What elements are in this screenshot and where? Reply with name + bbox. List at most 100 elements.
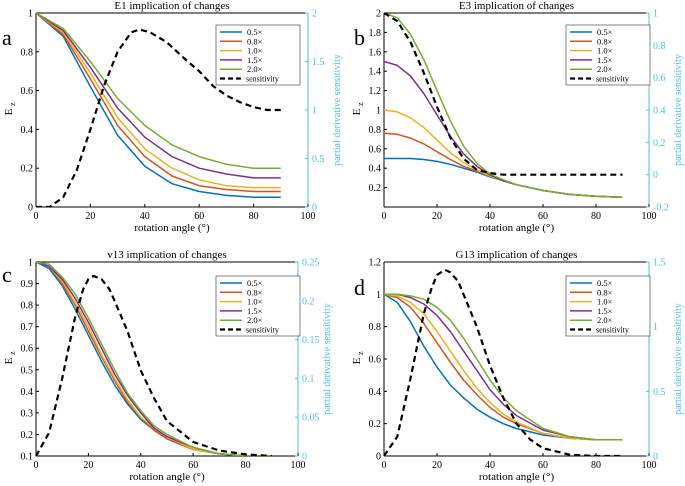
x-axis-label: rotation angle (°) [134,222,210,234]
y-axis-label: Ez [3,102,17,115]
y-axis-label-sub: z [356,351,365,355]
sensitivity-line [36,274,272,456]
x-tick-label: 80 [241,460,251,471]
y-tick-label: 0 [376,452,381,463]
y2-tick-label: 0 [312,203,317,214]
panel-c: 0 20 40 60 80 100 0.1 0.2 0.3 0.4 0.5 0.6 0.7 0.8 0.9 1… [2,249,333,483]
y-tick-label: 0.2 [369,183,382,194]
x-tick-label: 60 [194,211,204,222]
y-tick-label: 0.8 [21,301,34,312]
y-axis-label-main: E [3,357,15,364]
y-axis-label-sub: z [356,102,365,106]
legend: 0.5×0.8×1.0×1.5×2.0×sensitivity [565,275,651,337]
x-tick-label: 80 [591,211,601,222]
x-axis-label: rotation angle (°) [479,222,555,234]
legend-label-4: 1.5× [597,306,613,316]
y-axis-label-main: E [3,108,15,115]
x-tick-label: 80 [249,211,259,222]
panel-b: 0 20 40 60 80 100 0.2 0.4 0.6 0.8 1 1.2 1.4 1.6 1.8 2 -0… [351,0,684,234]
legend-label-5: 2.0× [247,315,263,325]
legend-label-1: 0.5× [247,278,263,288]
y2-tick-label: 0.8 [653,41,666,52]
legend-label-3: 1.0× [247,46,263,56]
series-line-2 [384,132,623,199]
y-tick-label: 0.2 [369,419,382,430]
x-axis-label: rotation angle (°) [479,471,555,483]
legend-label-4: 1.5× [247,55,263,65]
chart-title: v13 implication of changes [107,249,226,261]
y-tick-label: 0.4 [369,164,382,175]
y-tick-label: 0.3 [21,408,34,419]
legend-label-5: 2.0× [247,64,263,74]
y-tick-label: 0.8 [369,322,382,333]
y-tick-label: 1.6 [369,47,382,58]
y-axis-label-sub: z [8,351,17,355]
legend-label-6: sensitivity [246,75,279,84]
y2-tick-label: 0.2 [302,296,315,307]
series-line-2 [36,13,281,193]
y-tick-label: 0.8 [369,125,382,136]
legend-label-5: 2.0× [597,315,613,325]
panel-d: 0 20 40 60 80 10000.20.40.60.811.200.511.5G13… [351,249,684,483]
y-tick-label: 0.6 [369,144,382,155]
chart-title: E1 implication of changes [114,0,229,12]
x-tick-label: 20 [432,460,442,471]
y-tick-label: 0.4 [21,387,34,398]
x-tick-label: 0 [34,460,39,471]
plot-area [384,268,623,456]
y-tick-label: 0.6 [21,86,34,97]
legend-label-3: 1.0× [597,297,613,307]
y-tick-label: 2 [376,9,381,20]
panel-letter: a [2,25,12,50]
legend-box [215,24,301,86]
y-tick-label: 1.2 [369,258,382,269]
series-line-3 [384,293,623,441]
y2-tick-label: 0 [653,452,658,463]
y2-tick-label: 0 [653,170,658,181]
x-tick-label: 60 [538,211,548,222]
y-tick-label: 1 [376,290,381,301]
y-axis-label: Ez [351,351,365,364]
y-axis-label: Ez [3,351,17,364]
y-tick-label: 0.6 [369,355,382,366]
y-axis-label-sub: z [8,102,17,106]
x-tick-label: 60 [538,460,548,471]
y2-axis-label: partial derivative sensitivity [673,303,684,415]
legend-label-2: 0.8× [247,287,263,297]
y-tick-label: 0.8 [21,47,34,58]
series-line-5 [384,293,623,441]
legend-box [565,24,651,86]
y-tick-label: 0.5 [21,365,34,376]
y2-tick-label: 1.5 [653,258,666,269]
legend-label-2: 0.8× [247,36,263,46]
legend-label-4: 1.5× [247,306,263,316]
legend-label-6: sensitivity [246,326,279,335]
x-tick-label: 40 [485,211,495,222]
y2-tick-label: 1 [312,106,317,117]
x-tick-label: 20 [432,211,442,222]
x-tick-label: 100 [642,211,657,222]
y-tick-label: 0.4 [21,125,34,136]
x-tick-label: 100 [291,460,306,471]
y2-axis-label: partial derivative sensitivity [322,303,333,415]
sensitivity-line [36,28,281,207]
y2-tick-label: 0.1 [302,374,315,385]
y-tick-label: 1.4 [369,67,382,78]
legend-label-3: 1.0× [247,297,263,307]
y-tick-label: 0.9 [21,279,34,290]
sensitivity-line [384,268,623,456]
legend: 0.5×0.8×1.0×1.5×2.0×sensitivity [215,275,301,337]
legend-label-1: 0.5× [597,278,613,288]
plot-area [36,262,272,456]
y-axis-label-main: E [351,357,363,364]
legend-label-5: 2.0× [597,64,613,74]
y-tick-label: 1 [28,258,33,269]
y-tick-label: 0.7 [21,322,34,333]
series-line-5 [384,13,623,199]
panel-letter: b [354,25,365,50]
series-line-1 [384,157,623,199]
y2-tick-label: 0 [302,452,307,463]
series-line-1 [36,13,281,199]
